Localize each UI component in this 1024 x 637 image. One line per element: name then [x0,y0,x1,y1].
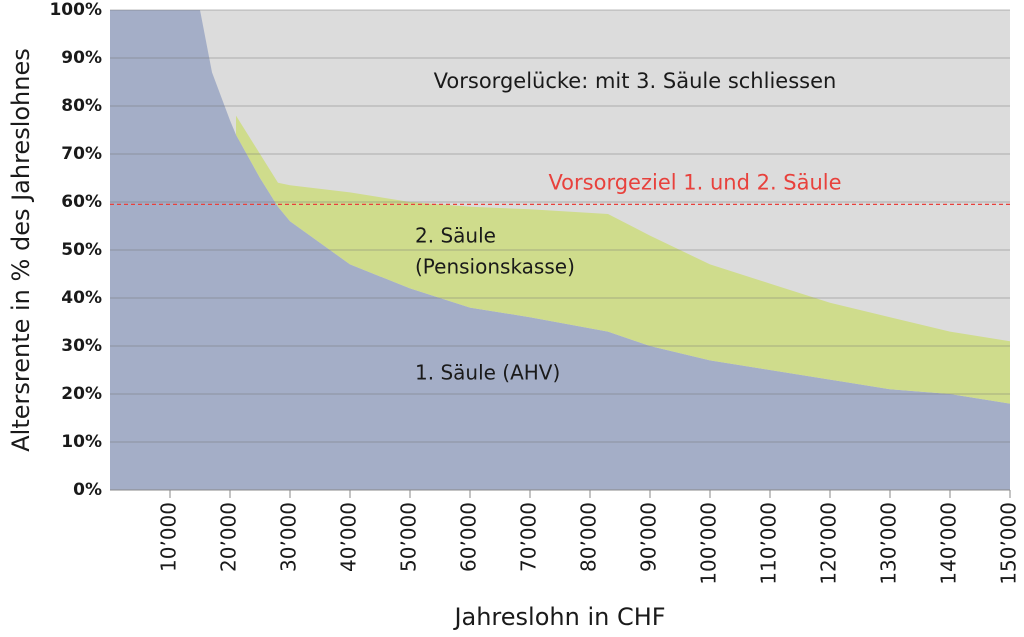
y-tick-label: 40% [61,288,102,308]
x-tick-label: 130’000 [877,502,901,585]
y-tick-label: 0% [73,480,102,500]
x-tick-label: 30’000 [277,502,301,572]
x-tick-label: 110’000 [757,502,781,585]
x-tick-label: 90’000 [637,502,661,572]
y-tick-label: 10% [61,432,102,452]
x-tick-label: 40’000 [337,502,361,572]
target-label: Vorsorgeziel 1. und 2. Säule [548,170,841,194]
x-tick-label: 150’000 [997,502,1021,585]
x-tick-label: 140’000 [937,502,961,585]
x-tick-label: 70’000 [517,502,541,572]
x-tick-label: 10’000 [157,502,181,572]
x-tick-label: 50’000 [397,502,421,572]
area [236,115,1010,404]
x-tick-label: 100’000 [697,502,721,585]
y-tick-label: 80% [61,96,102,116]
x-tick-label: 60’000 [457,502,481,572]
series-sublabel: (Pensionskasse) [415,255,575,279]
x-tick-label: 20’000 [217,502,241,572]
x-axis-label: Jahreslohn in CHF [452,603,665,631]
y-axis-label: Altersrente in % des Jahreslohnes [7,48,35,451]
gap-label: Vorsorgelücke: mit 3. Säule schliessen [434,69,837,93]
y-tick-label: 90% [61,48,102,68]
y-tick-label: 50% [61,240,102,260]
series-label: 2. Säule [415,224,496,248]
y-tick-label: 30% [61,336,102,356]
area [110,10,1010,490]
x-tick-label: 80’000 [577,502,601,572]
series-label: 1. Säule (AHV) [415,361,560,385]
x-tick-label: 120’000 [817,502,841,585]
y-tick-label: 20% [61,384,102,404]
y-tick-label: 60% [61,192,102,212]
y-tick-label: 70% [61,144,102,164]
y-tick-label: 100% [49,0,102,20]
